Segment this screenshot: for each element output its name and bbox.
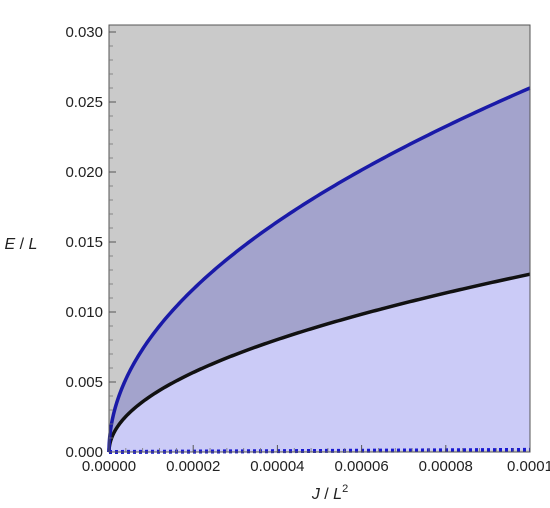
series-line-black (107, 272, 531, 453)
y-axis-label-var: E (5, 236, 16, 253)
x-tick-label: 0.0001 (507, 458, 550, 475)
y-tick-label: 0.025 (65, 94, 103, 111)
x-axis-label-sup: 2 (342, 483, 348, 495)
plot-frame (108, 24, 531, 453)
y-tick-label: 0.015 (65, 234, 103, 251)
region-upper-region (109, 88, 530, 452)
x-tick-label: 0.00000 (82, 458, 136, 475)
y-axis-label-unit: L (29, 236, 38, 253)
x-tick-label: 0.00002 (166, 458, 220, 475)
y-tick-label: 0.030 (65, 24, 103, 41)
x-tick-label: 0.00008 (419, 458, 473, 475)
y-tick-label: 0.000 (65, 444, 103, 461)
curves (107, 86, 531, 454)
series-line-dotted (108, 447, 531, 454)
y-tick-label: 0.005 (65, 374, 103, 391)
y-axis-label-sep: / (15, 236, 28, 253)
x-tick-label: 0.00006 (334, 458, 388, 475)
x-tick-label: 0.00004 (250, 458, 304, 475)
x-axis-label-unit: L (333, 486, 342, 503)
y-axis-label: E / L (5, 236, 38, 253)
y-axis-ticks: 0.000 0.005 0.010 0.015 0.020 0.025 0.030 (65, 24, 116, 461)
y-tick-label: 0.010 (65, 304, 103, 321)
x-axis-label: J / L2 (311, 483, 348, 503)
x-axis-label-sep: / (320, 486, 333, 503)
regions (109, 25, 530, 452)
y-tick-label: 0.020 (65, 164, 103, 181)
x-axis-label-var: J (311, 486, 321, 503)
region-lower-region (109, 274, 530, 452)
x-axis-ticks: 0.00000 0.00002 0.00004 0.00006 0.00008 0.000… (82, 445, 550, 475)
series-line-blue (107, 86, 531, 453)
